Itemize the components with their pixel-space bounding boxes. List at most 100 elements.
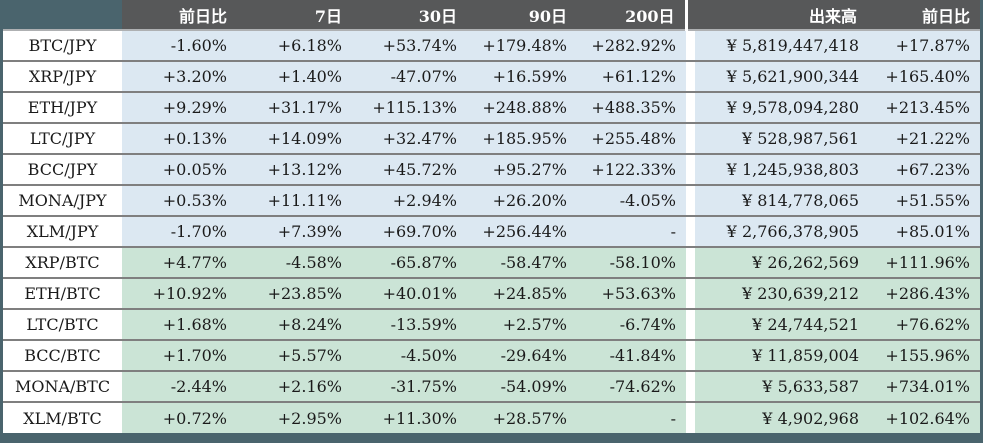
cell-30d: +69.70% <box>352 215 467 247</box>
gap-cell <box>686 370 695 402</box>
cell-volume: ¥ 5,621,900,344 <box>695 60 867 92</box>
cell-volume: ¥ 9,578,094,280 <box>695 91 867 123</box>
table-row-ltc-btc: LTC/BTC +1.68% +8.24% -13.59% +2.57% -6.… <box>3 308 980 340</box>
table-row-xlm-jpy: XLM/JPY -1.70% +7.39% +69.70% +256.44% -… <box>3 215 980 247</box>
gap-cell <box>686 308 695 340</box>
gap-cell <box>686 277 695 309</box>
pair-label: LTC/JPY <box>3 122 122 154</box>
cell-change-1d: +1.68% <box>122 308 237 340</box>
cell-change-1d: +10.92% <box>122 277 237 309</box>
cell-volume-change: +111.96% <box>867 246 980 278</box>
table-row-mona-jpy: MONA/JPY +0.53% +11.11% +2.94% +26.20% -… <box>3 184 980 216</box>
cell-30d: -31.75% <box>352 370 467 402</box>
gap-cell <box>686 339 695 371</box>
pair-label: BCC/BTC <box>3 339 122 371</box>
cell-30d: +45.72% <box>352 153 467 185</box>
table-row-bcc-btc: BCC/BTC +1.70% +5.57% -4.50% -29.64% -41… <box>3 339 980 371</box>
cell-90d: +256.44% <box>467 215 577 247</box>
cell-volume-change: +155.96% <box>867 339 980 371</box>
table-row-xlm-btc: XLM/BTC +0.72% +2.95% +11.30% +28.57% - … <box>3 401 980 433</box>
header-row: 前日比 7日 30日 90日 200日 出来高 前日比 <box>3 0 980 31</box>
cell-volume-change: +67.23% <box>867 153 980 185</box>
cell-200d: -58.10% <box>577 246 686 278</box>
cell-200d: +53.63% <box>577 277 686 309</box>
cell-change-1d: -1.70% <box>122 215 237 247</box>
cell-volume: ¥ 230,639,212 <box>695 277 867 309</box>
cell-volume: ¥ 1,245,938,803 <box>695 153 867 185</box>
table-row-xrp-btc: XRP/BTC +4.77% -4.58% -65.87% -58.47% -5… <box>3 246 980 278</box>
gap-cell <box>686 122 695 154</box>
pair-label: MONA/JPY <box>3 184 122 216</box>
header-gap-divider <box>684 0 695 31</box>
cell-200d: - <box>577 215 686 247</box>
cell-200d: -4.05% <box>577 184 686 216</box>
cell-30d: +32.47% <box>352 122 467 154</box>
cell-7d: +7.39% <box>237 215 352 247</box>
cell-change-1d: +0.72% <box>122 401 237 433</box>
cell-90d: +2.57% <box>467 308 577 340</box>
cell-30d: +53.74% <box>352 30 467 61</box>
cell-7d: -4.58% <box>237 246 352 278</box>
crypto-change-table: 前日比 7日 30日 90日 200日 出来高 前日比 BTC/JPY -1.6… <box>3 0 980 433</box>
cell-7d: +2.95% <box>237 401 352 433</box>
gap-cell <box>686 91 695 123</box>
pair-label: XRP/JPY <box>3 60 122 92</box>
cell-200d: +282.92% <box>577 30 686 61</box>
cell-200d: -6.74% <box>577 308 686 340</box>
table-row-eth-btc: ETH/BTC +10.92% +23.85% +40.01% +24.85% … <box>3 277 980 309</box>
cell-90d: -54.09% <box>467 370 577 402</box>
cell-volume: ¥ 814,778,065 <box>695 184 867 216</box>
cell-30d: -65.87% <box>352 246 467 278</box>
cell-volume-change: +21.22% <box>867 122 980 154</box>
cell-change-1d: +9.29% <box>122 91 237 123</box>
cell-volume: ¥ 528,987,561 <box>695 122 867 154</box>
cell-7d: +6.18% <box>237 30 352 61</box>
cell-90d: +26.20% <box>467 184 577 216</box>
cell-volume-change: +213.45% <box>867 91 980 123</box>
col-header-volume: 出来高 <box>695 0 867 31</box>
gap-cell <box>686 30 695 61</box>
cell-200d: - <box>577 401 686 433</box>
cell-volume: ¥ 11,859,004 <box>695 339 867 371</box>
cell-200d: +61.12% <box>577 60 686 92</box>
cell-volume-change: +734.01% <box>867 370 980 402</box>
cell-volume-change: +51.55% <box>867 184 980 216</box>
cell-change-1d: +0.05% <box>122 153 237 185</box>
cell-7d: +5.57% <box>237 339 352 371</box>
cell-volume: ¥ 24,744,521 <box>695 308 867 340</box>
cell-change-1d: +0.53% <box>122 184 237 216</box>
cell-7d: +8.24% <box>237 308 352 340</box>
cell-7d: +1.40% <box>237 60 352 92</box>
cell-200d: +255.48% <box>577 122 686 154</box>
cell-90d: +248.88% <box>467 91 577 123</box>
col-header-200d: 200日 <box>577 0 686 31</box>
cell-30d: -4.50% <box>352 339 467 371</box>
col-header-volume-change: 前日比 <box>867 0 980 31</box>
gap-cell <box>686 215 695 247</box>
pair-label: MONA/BTC <box>3 370 122 402</box>
cell-90d: +179.48% <box>467 30 577 61</box>
cell-volume-change: +286.43% <box>867 277 980 309</box>
cell-change-1d: -1.60% <box>122 30 237 61</box>
col-header-change-1d: 前日比 <box>122 0 237 31</box>
cell-7d: +2.16% <box>237 370 352 402</box>
cell-200d: +488.35% <box>577 91 686 123</box>
cell-change-1d: +1.70% <box>122 339 237 371</box>
gap-cell <box>686 401 695 433</box>
gap-cell <box>686 246 695 278</box>
cell-30d: -13.59% <box>352 308 467 340</box>
col-header-30d: 30日 <box>352 0 467 31</box>
cell-7d: +13.12% <box>237 153 352 185</box>
cell-volume: ¥ 4,902,968 <box>695 401 867 433</box>
col-header-90d: 90日 <box>467 0 577 31</box>
col-header-7d: 7日 <box>237 0 352 31</box>
cell-7d: +11.11% <box>237 184 352 216</box>
cell-200d: +122.33% <box>577 153 686 185</box>
table-row-bcc-jpy: BCC/JPY +0.05% +13.12% +45.72% +95.27% +… <box>3 153 980 185</box>
pair-label: LTC/BTC <box>3 308 122 340</box>
cell-volume-change: +165.40% <box>867 60 980 92</box>
cell-90d: +16.59% <box>467 60 577 92</box>
cell-90d: +24.85% <box>467 277 577 309</box>
corner-cell <box>3 0 122 31</box>
cell-90d: +95.27% <box>467 153 577 185</box>
